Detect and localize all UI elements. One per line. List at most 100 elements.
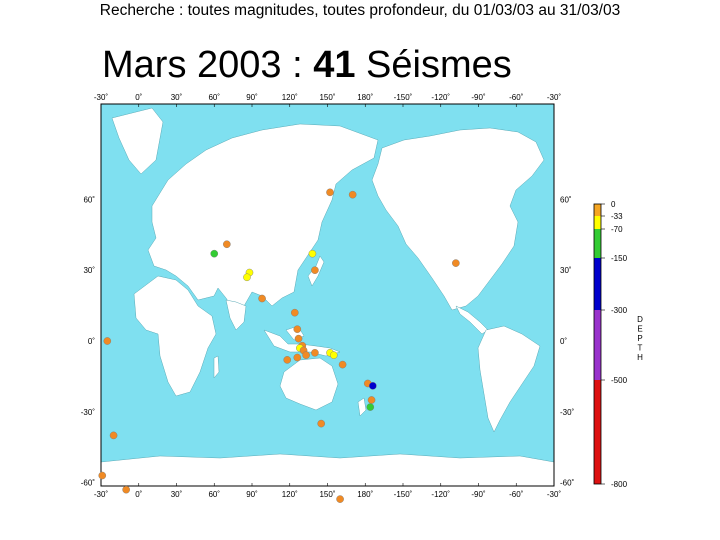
lon-label-top: 90˚ xyxy=(246,93,258,102)
lon-label-top: -90˚ xyxy=(471,93,486,102)
earthquake-markers xyxy=(98,188,460,503)
depth-band xyxy=(594,380,601,484)
title-suffix: Séismes xyxy=(355,44,512,86)
land-greenland xyxy=(111,107,164,175)
lon-label-top: -150˚ xyxy=(394,93,413,102)
land-north-america xyxy=(371,127,545,311)
lon-label-top: -30˚ xyxy=(94,93,109,102)
land-madagascar xyxy=(213,355,220,379)
earthquake-marker xyxy=(452,259,460,267)
earthquake-marker xyxy=(302,351,310,359)
lon-label-top: 60˚ xyxy=(208,93,220,102)
lon-label-bottom: -30˚ xyxy=(94,490,109,499)
depth-tick-label: -800 xyxy=(611,480,628,489)
earthquake-marker xyxy=(338,360,347,369)
earthquake-marker xyxy=(283,356,292,364)
land-eurasia xyxy=(147,123,379,317)
earthquake-marker xyxy=(223,240,231,249)
lon-label-bottom: 150˚ xyxy=(319,490,335,499)
lat-label-left: 60˚ xyxy=(83,195,95,204)
earthquake-marker xyxy=(294,334,303,343)
lon-label-top: 120˚ xyxy=(282,93,298,102)
earthquake-marker xyxy=(326,188,334,197)
landmasses xyxy=(100,107,555,487)
land-indonesia xyxy=(263,329,341,357)
earthquake-marker xyxy=(329,351,338,359)
lat-label-right: -60˚ xyxy=(560,479,575,488)
earthquake-marker xyxy=(210,249,219,258)
depth-axis-label-letter: E xyxy=(637,325,642,334)
depth-band xyxy=(594,229,601,258)
earthquake-marker xyxy=(317,419,326,428)
depth-band xyxy=(594,310,601,380)
earthquake-marker xyxy=(336,495,344,503)
lon-label-top: 0˚ xyxy=(135,93,142,102)
depth-tick-label: -150 xyxy=(611,254,628,263)
title-prefix: Mars 2003 : xyxy=(102,44,314,86)
earthquake-marker xyxy=(109,431,118,440)
search-criteria-header: Recherche : toutes magnitudes, toutes pr… xyxy=(99,2,621,19)
lat-label-right: -30˚ xyxy=(560,408,575,417)
lon-label-bottom: -30˚ xyxy=(547,490,562,499)
earthquake-marker xyxy=(348,190,357,199)
lon-label-bottom: -150˚ xyxy=(394,490,413,499)
land-new-zealand xyxy=(357,397,367,417)
lon-label-top: -30˚ xyxy=(547,93,562,102)
lon-label-bottom: 60˚ xyxy=(208,490,220,499)
earthquake-marker xyxy=(122,485,130,494)
earthquake-marker xyxy=(258,294,266,303)
page-title: Mars 2003 : 41 Séismes xyxy=(102,44,512,87)
lon-label-bottom: 0˚ xyxy=(135,490,142,499)
earthquake-marker xyxy=(293,353,302,362)
land-south-america xyxy=(477,325,541,433)
land-antarctica xyxy=(100,453,555,487)
map-ticks: -30˚ -30˚ 0˚ 0˚ 30˚ 30˚ 60˚ 60˚ 90˚ 90˚ 120˚ 120˚ 15… xyxy=(81,93,575,499)
lat-label-left: 30˚ xyxy=(83,266,95,275)
lat-label-left: -60˚ xyxy=(81,479,96,488)
lat-label-left: -30˚ xyxy=(81,408,96,417)
earthquake-marker xyxy=(368,382,377,390)
depth-axis-label-letter: T xyxy=(638,344,643,353)
lat-label-left: 0˚ xyxy=(88,337,95,346)
lon-label-bottom: 180˚ xyxy=(357,490,373,499)
depth-tick-label: -300 xyxy=(611,306,628,315)
lat-label-right: 30˚ xyxy=(560,266,572,275)
map-frame: -30˚ -30˚ 0˚ 0˚ 30˚ 30˚ 60˚ 60˚ 90˚ 90˚ 120˚ 120˚ 15… xyxy=(81,93,575,499)
land-africa xyxy=(133,275,217,397)
lon-label-top: 30˚ xyxy=(171,93,183,102)
depth-tick-label: -70 xyxy=(611,225,623,234)
depth-band xyxy=(594,258,601,310)
earthquake-marker xyxy=(308,249,317,258)
earthquake-marker xyxy=(243,273,251,282)
depth-tick-label: -500 xyxy=(611,376,628,385)
lon-label-bottom: 30˚ xyxy=(171,490,183,499)
depth-band xyxy=(594,216,601,229)
lon-label-top: -60˚ xyxy=(509,93,524,102)
lat-label-right: 0˚ xyxy=(560,337,567,346)
lon-label-bottom: -120˚ xyxy=(431,490,450,499)
depth-axis-label-letter: P xyxy=(637,334,642,343)
depth-axis-label-letter: D xyxy=(637,315,643,324)
lon-label-bottom: -90˚ xyxy=(471,490,486,499)
earthquake-marker xyxy=(311,266,319,275)
depth-axis-label-letter: H xyxy=(637,353,643,362)
lon-label-top: -120˚ xyxy=(431,93,450,102)
depth-scale-border xyxy=(593,203,602,485)
earthquake-count: 41 xyxy=(313,44,356,86)
lon-label-bottom: 120˚ xyxy=(282,490,298,499)
earthquake-marker xyxy=(311,348,319,357)
land-india xyxy=(225,299,247,331)
lon-label-top: 150˚ xyxy=(319,93,335,102)
depth-band xyxy=(594,204,601,216)
lon-label-top: 180˚ xyxy=(357,93,373,102)
earthquake-marker xyxy=(293,325,302,334)
earthquake-marker xyxy=(366,403,375,411)
earthquake-marker xyxy=(290,308,299,317)
depth-tick-label: -33 xyxy=(611,212,623,221)
depth-tick-label: 0 xyxy=(611,200,616,209)
land-australia xyxy=(279,357,339,411)
lat-label-right: 60˚ xyxy=(560,195,572,204)
lon-label-bottom: 90˚ xyxy=(246,490,258,499)
